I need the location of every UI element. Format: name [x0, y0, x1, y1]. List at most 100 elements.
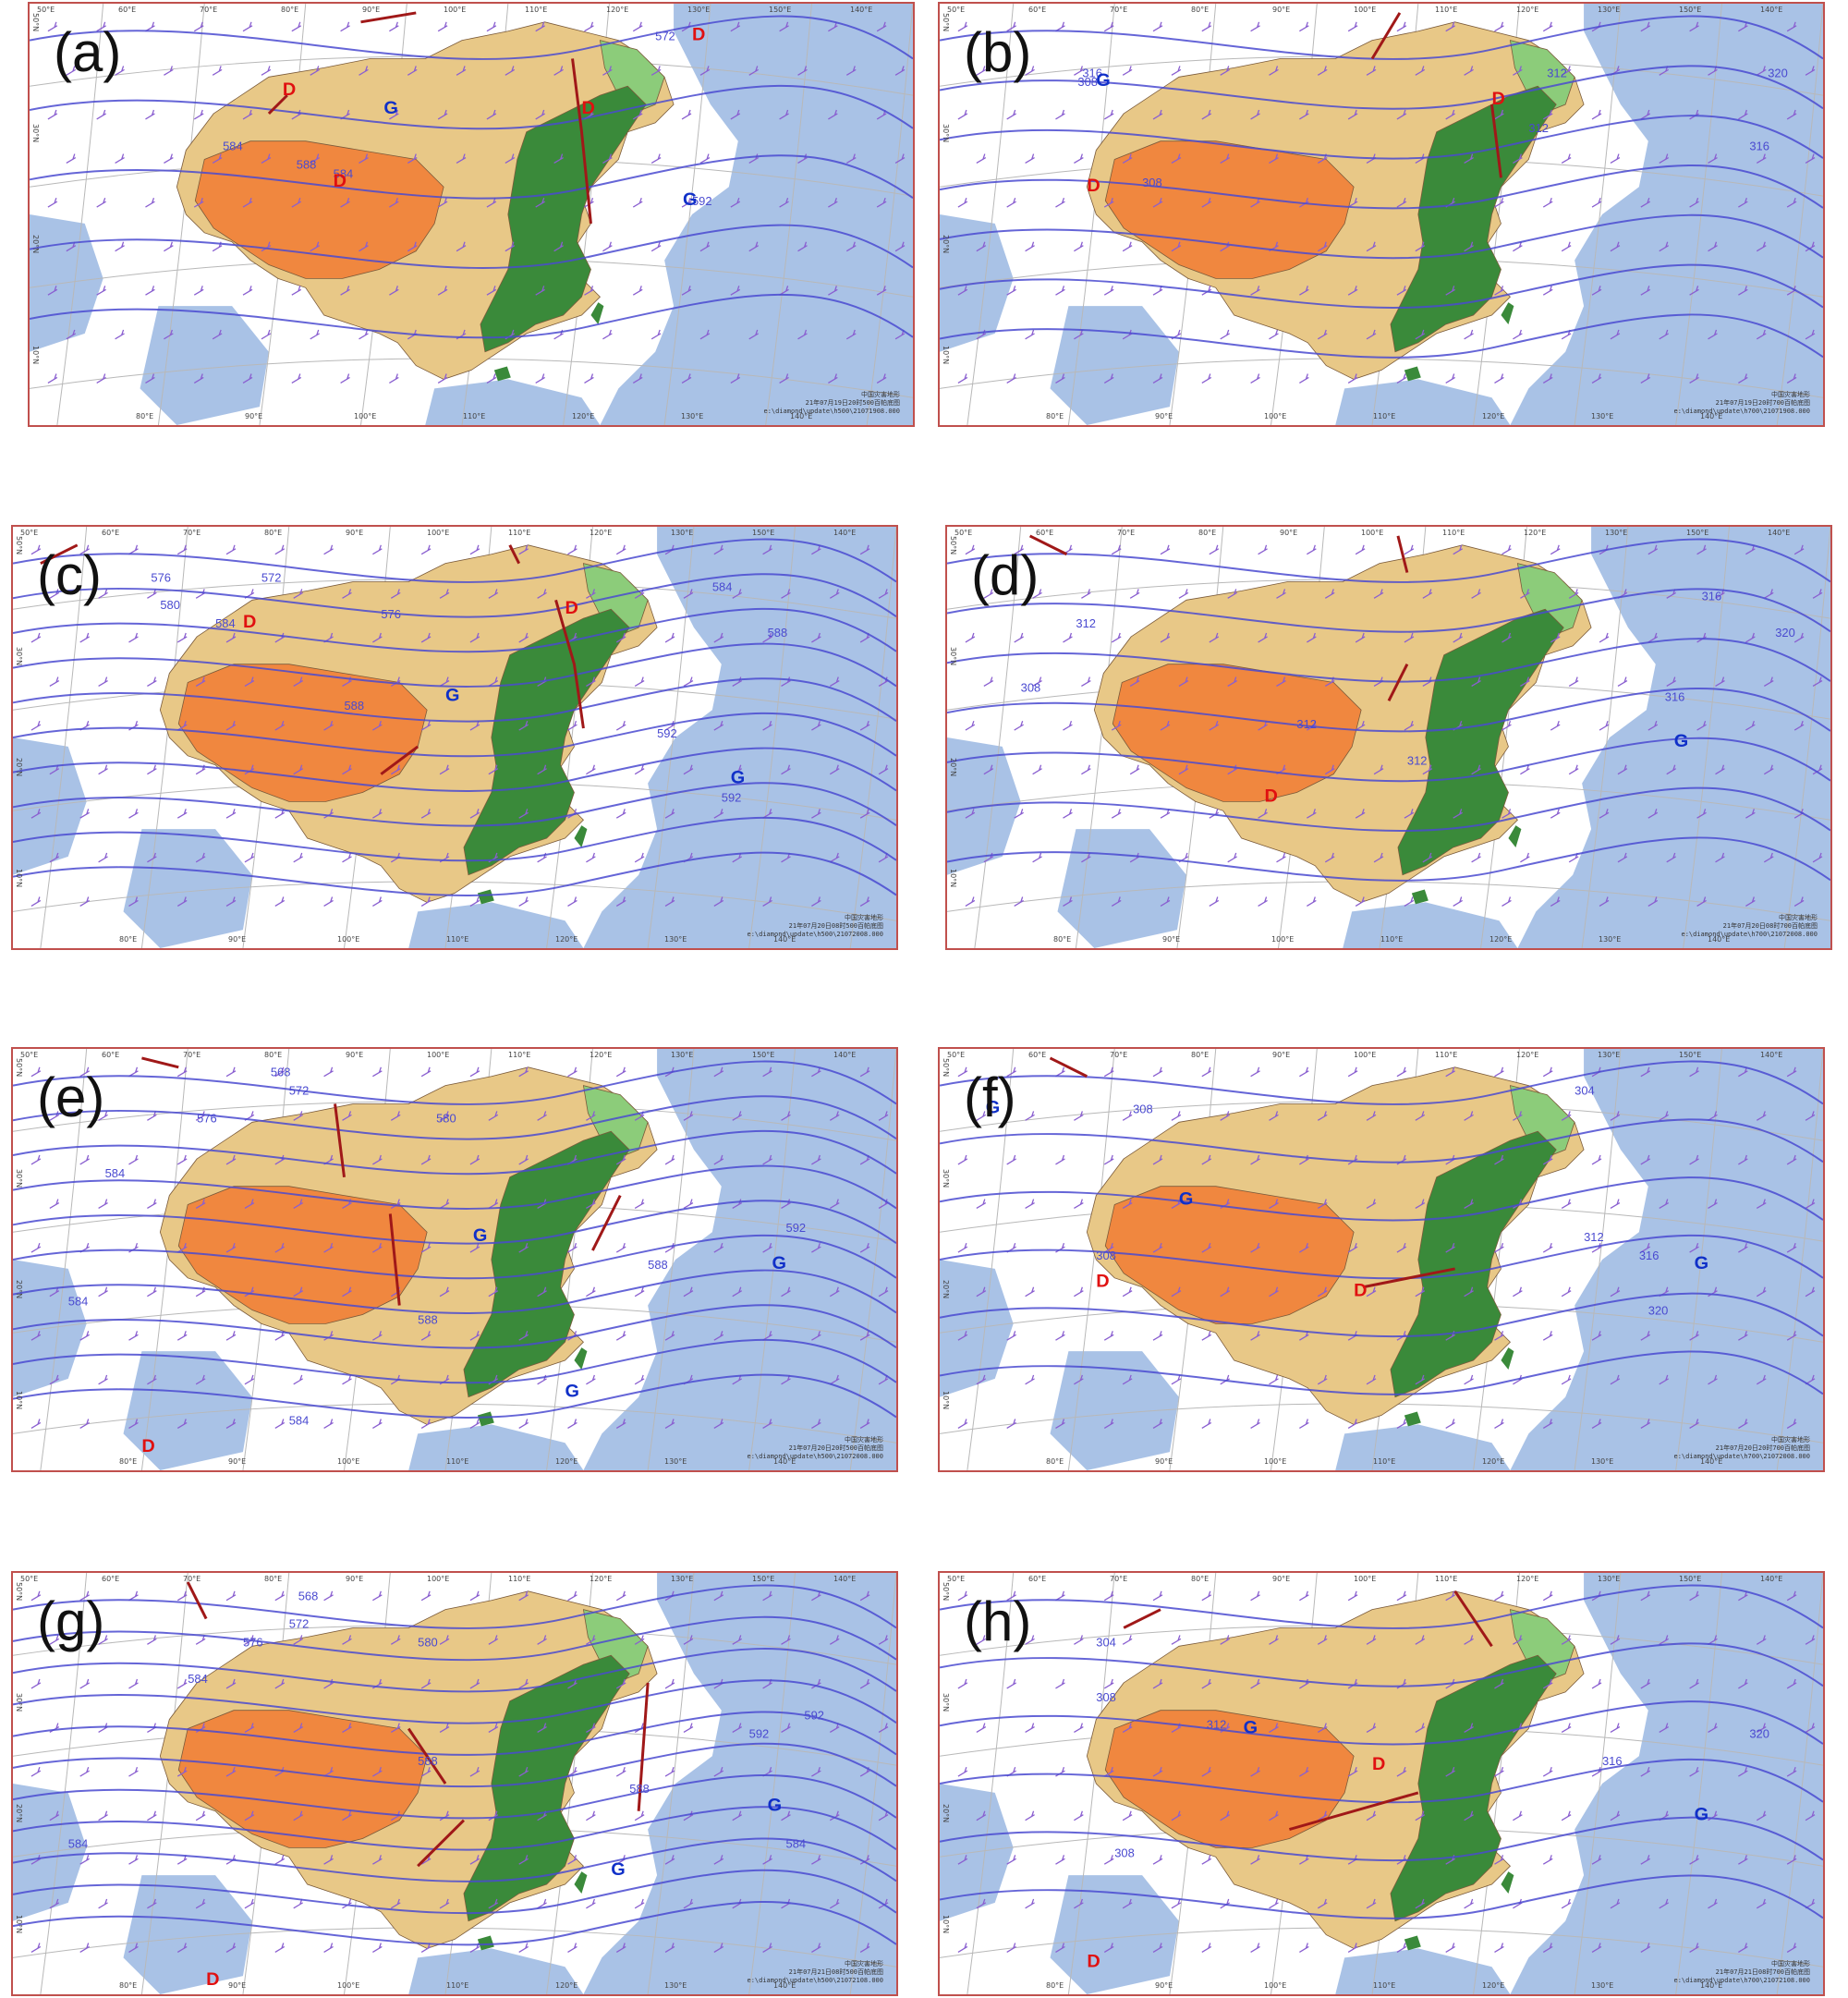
contour-value-label: 584	[105, 1166, 126, 1180]
wind-barb	[1696, 809, 1707, 819]
credit-line: e:\diamond\update\h700\21071908.000	[1673, 408, 1810, 415]
contour-value-label: 316	[1665, 689, 1685, 703]
wind-barb	[811, 809, 821, 819]
longitude-tick-label: 100°E	[1354, 1051, 1377, 1059]
wind-barb	[1689, 1242, 1699, 1253]
meridian-line	[974, 527, 1022, 948]
wind-barb	[1610, 153, 1621, 164]
height-contour	[940, 213, 1823, 260]
panel-label: (h)	[964, 1590, 1032, 1652]
wind-barb	[537, 1898, 547, 1909]
wind-barb	[1074, 241, 1084, 252]
wind-barb	[586, 1199, 596, 1210]
height-contour	[940, 65, 1823, 110]
wind-barb	[225, 1331, 237, 1341]
wind-barb	[372, 809, 383, 819]
wind-barb	[323, 1855, 334, 1865]
wind-barb	[859, 1943, 870, 1953]
contour-value-label: 588	[297, 157, 317, 171]
wind-barb	[488, 1723, 499, 1734]
wind-barb	[212, 153, 223, 164]
wind-barb	[1317, 1111, 1328, 1121]
wind-barb	[1111, 896, 1122, 907]
height-contour	[13, 1095, 896, 1140]
credit-line: 中国灾害地形	[1779, 914, 1818, 921]
wind-barb	[957, 1242, 968, 1253]
trough-line	[334, 1103, 346, 1177]
wind-barb	[274, 896, 286, 907]
wind-barb	[762, 896, 772, 907]
hainan-island	[1404, 1411, 1421, 1427]
wind-barb	[1063, 632, 1073, 643]
height-contour	[13, 677, 896, 723]
wind-barb	[147, 1374, 157, 1385]
wind-barb	[1610, 1723, 1621, 1734]
wind-barb	[98, 676, 108, 688]
contour-value-label: 576	[197, 1111, 217, 1125]
longitude-ticks-bottom: 80°E 90°E 100°E 110°E 120°E 130°E 140°E	[940, 412, 1823, 423]
wind-barb	[829, 1374, 840, 1385]
wind-barb	[1103, 1678, 1114, 1689]
wind-barb	[195, 1810, 206, 1821]
wind-barb	[1006, 286, 1016, 296]
wind-barb	[1445, 109, 1455, 120]
wind-barb	[1756, 329, 1767, 340]
wind-barb	[47, 21, 58, 32]
wind-barb	[225, 1066, 237, 1078]
credit-line: e:\diamond\update\h500\21071908.000	[763, 408, 900, 415]
wind-barb	[1542, 1331, 1553, 1341]
longitude-tick-label: 50°E	[947, 1051, 966, 1059]
wind-barb	[1542, 1943, 1553, 1953]
wind-barb	[372, 1419, 383, 1429]
wind-barb	[878, 1635, 889, 1645]
height-contour	[940, 15, 1823, 60]
wind-barb	[439, 1898, 450, 1909]
longitude-tick-label: 50°E	[954, 529, 973, 537]
wind-barb	[1074, 1374, 1084, 1385]
longitude-tick-label: 80°E	[264, 529, 283, 537]
height-contour	[940, 1350, 1823, 1395]
wind-barb	[1689, 1331, 1699, 1341]
wind-barb	[876, 286, 887, 296]
contour-value-label: 312	[1076, 616, 1096, 630]
wind-barb	[957, 286, 968, 296]
wind-barb	[1404, 544, 1415, 555]
contour-value-label: 308	[1142, 176, 1162, 189]
wind-barb	[518, 1678, 529, 1689]
wind-barb	[342, 589, 352, 599]
trough-line	[637, 1682, 650, 1811]
meridian-line	[1675, 1573, 1722, 1994]
wind-barb	[145, 286, 155, 296]
longitude-tick-label: 70°E	[1110, 6, 1128, 14]
wind-barb	[1347, 1419, 1358, 1429]
wind-barb	[1561, 1199, 1572, 1210]
wind-barb	[1032, 852, 1042, 863]
latitude-tick-label: 30°N	[942, 1693, 950, 1712]
wind-barb	[1122, 1199, 1133, 1210]
longitude-tick-label: 60°E	[1028, 6, 1047, 14]
contour-value-label: 308	[1096, 1690, 1116, 1704]
longitude-tick-label: 70°E	[1117, 529, 1136, 537]
height-contour	[940, 1292, 1823, 1338]
wind-barb	[1647, 632, 1659, 643]
wind-barb	[615, 1943, 626, 1953]
longitude-tick-label: 140°E	[1708, 935, 1731, 944]
wind-barb	[1513, 1635, 1523, 1645]
wind-barb	[469, 1066, 480, 1078]
wind-barb	[1494, 109, 1504, 120]
contour-value-label: 584	[289, 1413, 310, 1427]
low-pressure-marker: D	[582, 98, 595, 118]
wind-barb	[632, 286, 643, 296]
wind-barb	[372, 896, 383, 907]
wind-barb	[976, 1199, 987, 1210]
wind-barb	[261, 66, 272, 76]
wind-barb	[193, 21, 204, 32]
longitude-tick-label: 120°E	[1516, 6, 1539, 14]
longitude-tick-label: 140°E	[833, 1051, 857, 1059]
wind-barb	[274, 1419, 286, 1429]
plateau-terrain	[177, 1186, 428, 1324]
longitude-tick-label: 80°E	[1191, 6, 1210, 14]
contour-value-label: 584	[215, 616, 236, 630]
meridian-line	[140, 527, 188, 948]
